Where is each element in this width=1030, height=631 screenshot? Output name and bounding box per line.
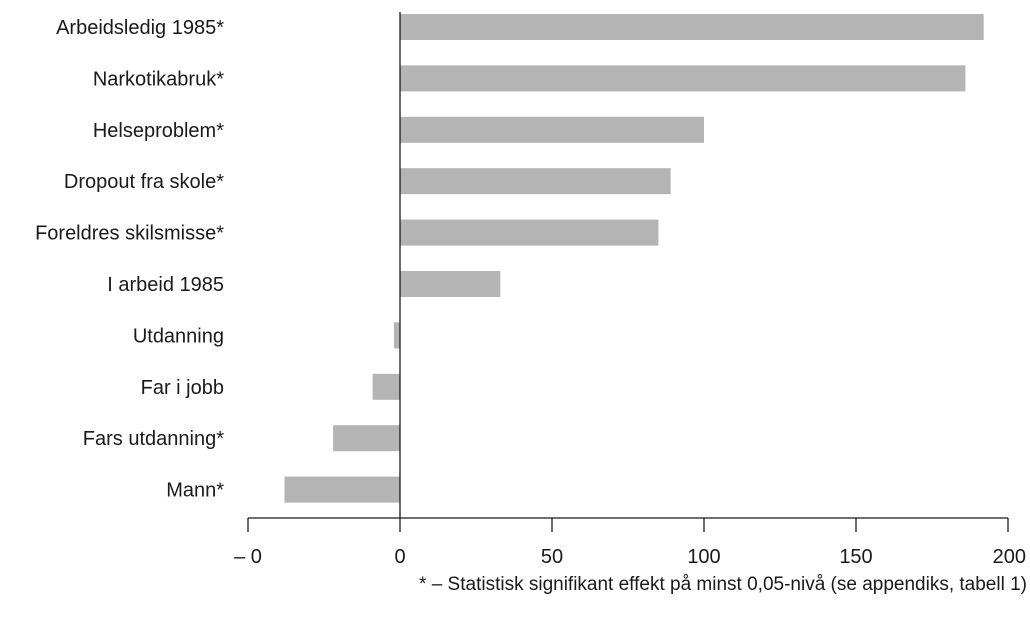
footnote: * – Statistisk signifikant effekt på min… (419, 574, 1027, 595)
x-tick-label: – 0 (234, 546, 262, 568)
x-ticks-group: – 0 0 50 100 150 200 (234, 518, 1026, 568)
category-label: Arbeidsledig 1985* (56, 17, 224, 39)
category-label: Helseproblem* (93, 120, 224, 142)
bar (400, 14, 984, 40)
category-label: Narkotikabruk* (93, 68, 224, 90)
category-label: Utdanning (133, 325, 224, 347)
bar (333, 425, 400, 452)
x-tick-label: 100 (687, 546, 720, 568)
category-label: Far i jobb (141, 377, 224, 399)
bar (400, 219, 659, 246)
bar (400, 116, 704, 143)
bar (400, 271, 501, 297)
bar (393, 322, 400, 349)
bars-group (284, 14, 984, 503)
category-label: Fars utdanning* (83, 428, 224, 450)
x-tick-label: 150 (839, 546, 872, 568)
category-labels-group: Arbeidsledig 1985* Narkotikabruk* Helsepro… (35, 17, 224, 502)
axes-group (248, 12, 1008, 519)
category-label: Foreldres skilsmisse* (35, 223, 224, 245)
bar (372, 373, 400, 400)
bar (400, 65, 966, 92)
x-tick-label: 0 (394, 546, 405, 568)
category-label: Mann* (166, 480, 224, 502)
x-tick-label: 50 (541, 546, 563, 568)
category-label: Dropout fra skole* (64, 171, 224, 193)
bar (400, 168, 671, 195)
category-label: I arbeid 1985 (107, 274, 224, 296)
bar (284, 476, 400, 503)
x-tick-label: 200 (993, 546, 1026, 568)
